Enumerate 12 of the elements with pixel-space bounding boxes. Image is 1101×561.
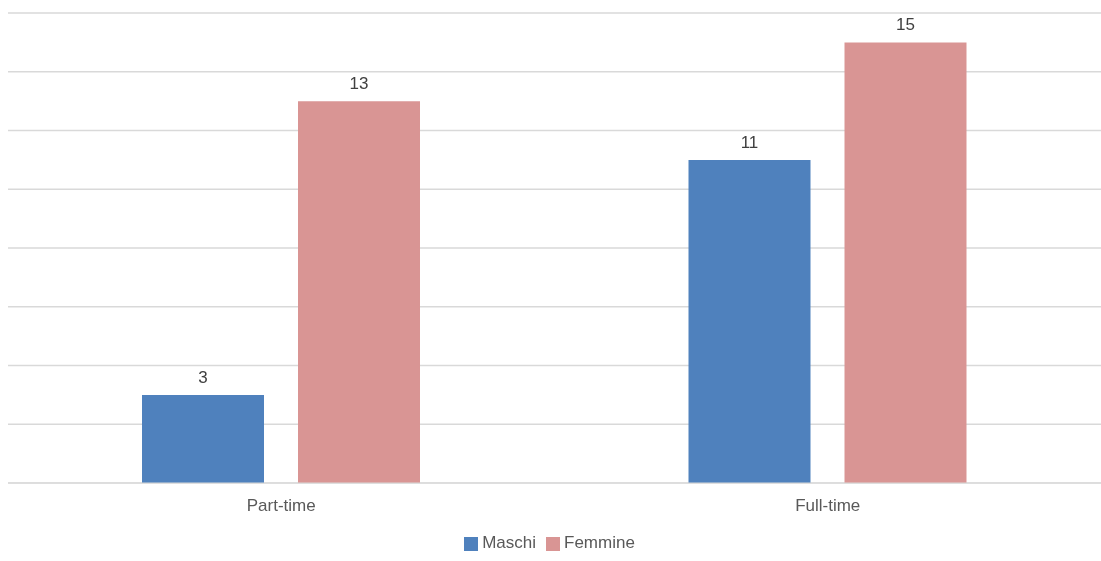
bar — [298, 101, 420, 483]
data-label: 13 — [349, 74, 369, 94]
x-tick-label: Part-time — [246, 496, 316, 516]
legend-label: Maschi — [482, 533, 536, 552]
bar — [844, 42, 967, 483]
data-label: 11 — [740, 132, 759, 152]
bar — [688, 159, 811, 483]
legend-label: Femmine — [564, 533, 635, 552]
data-label: 15 — [896, 15, 915, 35]
x-tick-label: Full-time — [795, 496, 861, 516]
data-label: 3 — [198, 367, 208, 387]
bar — [142, 394, 264, 483]
